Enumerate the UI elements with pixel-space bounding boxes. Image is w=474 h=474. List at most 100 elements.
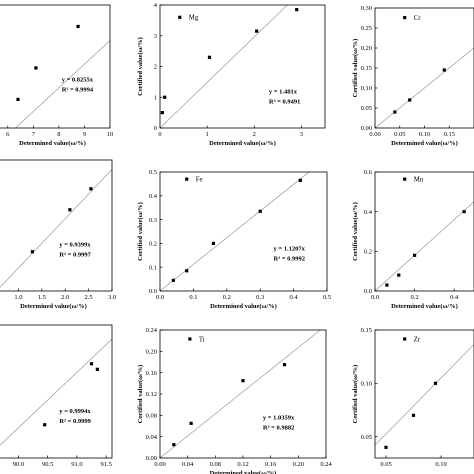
fit-r-squared: R² = 0.9882 — [263, 425, 294, 432]
y-tick-label: 0.0 — [149, 288, 157, 295]
y-tick-label: 0.4 — [364, 209, 373, 216]
plot-frame — [159, 4, 326, 129]
panel-5: 0.0 0.1 0.2 0.3 0.4 0.5 0.0 0.1 0.2 0.3 0.4 0.5 Dete… — [137, 169, 331, 310]
fit-line — [160, 172, 310, 291]
data-point — [255, 29, 259, 33]
y-tick-label: 0.04 — [146, 434, 158, 441]
x-tick-label: 0.3 — [256, 294, 264, 301]
panel-9: 0.05 0.10 0.05 0.10 0.15 Certified value(ω/%)… — [352, 327, 474, 468]
y-tick-label: 4 — [154, 2, 158, 9]
data-point — [211, 241, 216, 245]
fit-equation: y = 0.9399x — [59, 241, 91, 248]
y-tick-label: 0.20 — [361, 45, 372, 52]
y-tick-label: 0.24 — [146, 327, 158, 334]
legend-marker — [188, 337, 192, 341]
legend-label: Ti — [199, 336, 205, 343]
panel-8: 0.00 0.04 0.08 0.12 0.16 0.20 0.24 0.00 0.04 0.08… — [137, 327, 332, 474]
y-tick-label: 0.15 — [361, 327, 372, 334]
y-tick-label: 0.15 — [361, 65, 372, 72]
data-point — [241, 379, 245, 383]
panel-4: 1.0 1.5 2.0 2.5 3.0 Determined value(ω/%) y = … — [0, 159, 116, 310]
y-tick-label: 0.4 — [149, 193, 158, 200]
x-tick-label: 0.05 — [380, 461, 391, 468]
legend-label: Fe — [196, 177, 203, 184]
y-tick-label: 3 — [154, 33, 157, 40]
panel-7: 90.0 90.5 91.0 91.5 y = 0.9994x R² = 0.9999 — [0, 324, 113, 468]
y-tick-label: 0.3 — [149, 217, 157, 224]
y-tick-label: 0.10 — [361, 381, 372, 388]
data-point — [207, 55, 212, 59]
fit-line — [375, 201, 474, 291]
data-point — [95, 367, 99, 371]
y-tick-label: 0.5 — [149, 169, 157, 176]
data-point — [462, 210, 466, 214]
x-axis-label: Determined value(ω/%) — [210, 470, 277, 474]
y-tick-label: 0.1 — [149, 264, 157, 271]
x-tick-label: 90.0 — [13, 461, 24, 468]
data-point — [16, 97, 20, 101]
legend-label: Mg — [189, 15, 199, 22]
x-tick-label: 1 — [206, 131, 209, 138]
y-axis-label: Certified value(ω/%) — [137, 365, 144, 424]
fit-r-squared: R² = 0.9997 — [59, 251, 91, 258]
fit-equation: y = 1.481x — [269, 89, 298, 96]
x-tick-label: 3 — [300, 131, 303, 138]
data-point — [442, 68, 446, 72]
fit-r-squared: R² = 0.9994 — [62, 86, 94, 93]
x-tick-label: 0.5 — [323, 294, 331, 301]
plot-frame — [0, 324, 113, 459]
x-tick-label: 0.16 — [265, 461, 277, 468]
x-tick-label: 0 — [158, 131, 161, 138]
x-tick-label: 2.5 — [85, 294, 93, 301]
fit-r-squared: R² = 0.9992 — [274, 256, 305, 263]
y-tick-label: 0.05 — [361, 105, 372, 112]
x-tick-label: 0.4 — [290, 294, 299, 301]
data-point — [160, 111, 164, 115]
fit-line — [160, 5, 288, 128]
x-axis-label: Determined value(ω/%) — [20, 303, 87, 310]
x-tick-label: 0.0 — [371, 294, 379, 301]
fit-r-squared: R² = 0.9999 — [59, 418, 91, 425]
data-point — [171, 278, 175, 282]
legend-label: Zr — [414, 336, 421, 343]
fit-equation: y = 0.9994x — [59, 408, 91, 415]
data-point — [397, 273, 401, 277]
data-point — [34, 66, 38, 70]
x-tick-label: 0.00 — [369, 131, 380, 138]
y-axis-label: Certified value(ω/%) — [352, 365, 359, 424]
x-axis-label: Determined value(ω/%) — [391, 140, 458, 147]
x-tick-label: 0.2 — [223, 294, 231, 301]
x-tick-label: 6 — [6, 131, 10, 138]
x-tick-label: 0.04 — [182, 461, 194, 468]
data-point — [385, 283, 389, 287]
x-tick-label: 10 — [107, 131, 114, 138]
data-point — [43, 423, 47, 427]
x-axis-label: Determined value(ω/%) — [210, 303, 277, 310]
y-axis-label: Certified value(ω/%) — [352, 39, 359, 98]
x-axis-label: Determined value(ω/%) — [391, 303, 458, 310]
y-axis-label: Certified value(ω/%) — [137, 37, 144, 96]
y-tick-label: 0.10 — [361, 85, 372, 92]
x-tick-label: 8 — [57, 131, 60, 138]
x-tick-label: 91.0 — [71, 461, 82, 468]
y-tick-label: 0.2 — [149, 241, 157, 248]
data-point — [163, 95, 167, 99]
panel-3: 0.00 0.05 0.10 0.15 0.00 0.05 0.10 0.15 0.20 0.25… — [352, 5, 474, 147]
data-point — [189, 421, 193, 425]
plot-frame — [374, 7, 474, 129]
x-tick-label: 0.05 — [394, 131, 405, 138]
plot-frame — [374, 171, 474, 292]
data-point — [172, 443, 176, 447]
fit-line — [375, 47, 474, 128]
data-point — [89, 362, 94, 366]
fit-line — [0, 169, 112, 288]
plot-frame — [374, 329, 474, 459]
y-tick-label: 0.08 — [146, 413, 157, 420]
fit-equation: y = 1.0359x — [263, 415, 295, 422]
plot-frame — [159, 329, 327, 459]
legend-marker — [185, 177, 189, 181]
legend-marker — [403, 16, 407, 20]
fit-r-squared: R² = 0.9491 — [269, 99, 300, 106]
x-tick-label: 2.0 — [61, 294, 69, 301]
